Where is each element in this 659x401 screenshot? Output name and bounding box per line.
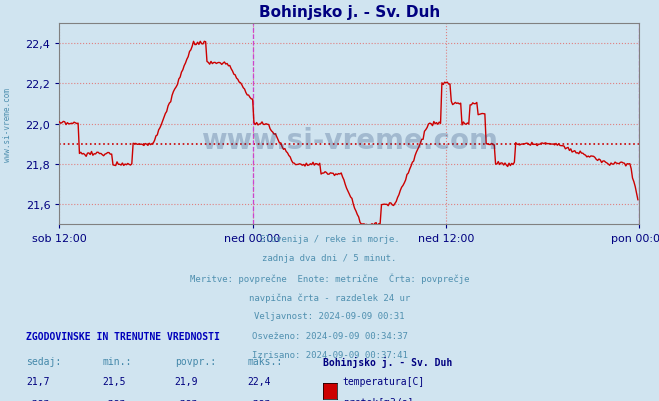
Text: zadnja dva dni / 5 minut.: zadnja dva dni / 5 minut. bbox=[262, 254, 397, 263]
Text: Osveženo: 2024-09-09 00:34:37: Osveženo: 2024-09-09 00:34:37 bbox=[252, 331, 407, 340]
Text: min.:: min.: bbox=[102, 356, 132, 366]
Text: sedaj:: sedaj: bbox=[26, 356, 61, 366]
Text: Bohinjsko j. - Sv. Duh: Bohinjsko j. - Sv. Duh bbox=[323, 356, 452, 367]
Text: Veljavnost: 2024-09-09 00:31: Veljavnost: 2024-09-09 00:31 bbox=[254, 312, 405, 320]
Title: Bohinjsko j. - Sv. Duh: Bohinjsko j. - Sv. Duh bbox=[258, 5, 440, 20]
Text: www.si-vreme.com: www.si-vreme.com bbox=[201, 126, 498, 154]
Text: 21,9: 21,9 bbox=[175, 377, 198, 387]
Text: maks.:: maks.: bbox=[247, 356, 282, 366]
Text: ZGODOVINSKE IN TRENUTNE VREDNOSTI: ZGODOVINSKE IN TRENUTNE VREDNOSTI bbox=[26, 331, 220, 341]
Text: -nan: -nan bbox=[247, 397, 271, 401]
Text: Slovenija / reke in morje.: Slovenija / reke in morje. bbox=[260, 235, 399, 243]
Text: -nan: -nan bbox=[175, 397, 198, 401]
Text: 21,7: 21,7 bbox=[26, 377, 50, 387]
Text: pretok[m3/s]: pretok[m3/s] bbox=[343, 397, 413, 401]
Text: -nan: -nan bbox=[102, 397, 126, 401]
Text: 22,4: 22,4 bbox=[247, 377, 271, 387]
Text: www.si-vreme.com: www.si-vreme.com bbox=[3, 87, 13, 161]
Text: navpična črta - razdelek 24 ur: navpična črta - razdelek 24 ur bbox=[249, 292, 410, 302]
Text: povpr.:: povpr.: bbox=[175, 356, 215, 366]
Text: 21,5: 21,5 bbox=[102, 377, 126, 387]
Text: Izrisano: 2024-09-09 00:37:41: Izrisano: 2024-09-09 00:37:41 bbox=[252, 350, 407, 359]
Text: -nan: -nan bbox=[26, 397, 50, 401]
Text: temperatura[C]: temperatura[C] bbox=[343, 377, 425, 387]
Text: Meritve: povprečne  Enote: metrične  Črta: povprečje: Meritve: povprečne Enote: metrične Črta:… bbox=[190, 273, 469, 284]
